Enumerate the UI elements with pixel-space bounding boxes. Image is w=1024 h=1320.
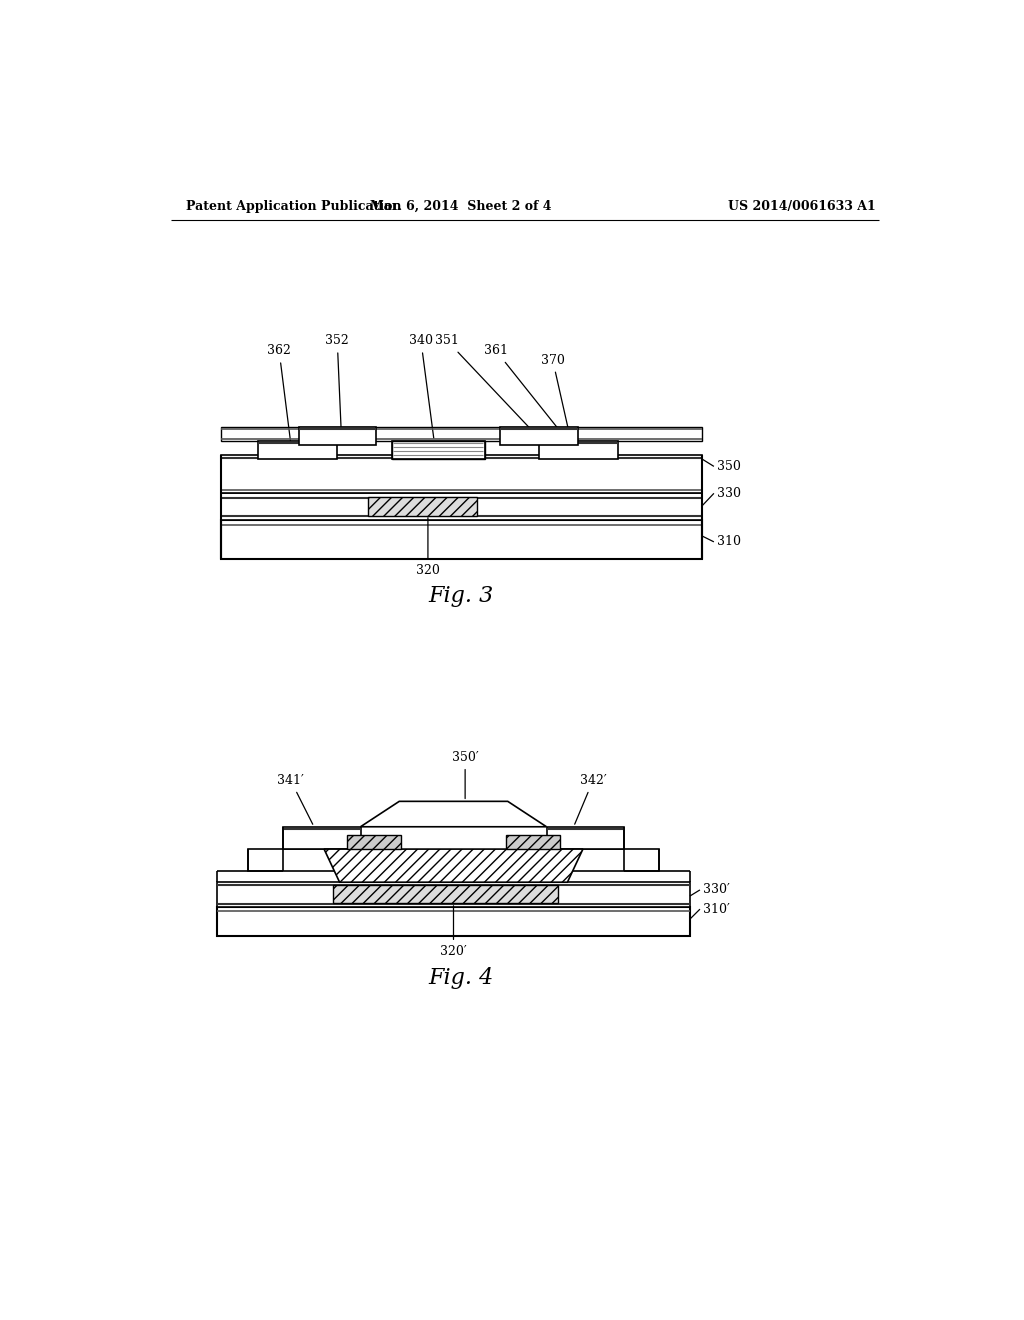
Polygon shape <box>334 886 558 903</box>
Bar <box>500 428 578 445</box>
Polygon shape <box>248 849 376 871</box>
Text: 361: 361 <box>484 345 568 441</box>
Bar <box>221 494 701 520</box>
Bar <box>221 520 701 558</box>
Text: 350: 350 <box>717 459 741 473</box>
Text: 330: 330 <box>717 487 741 500</box>
Text: 340: 340 <box>409 334 434 438</box>
Polygon shape <box>531 849 658 871</box>
Bar <box>258 441 337 459</box>
Text: 330′: 330′ <box>703 883 730 896</box>
Polygon shape <box>346 836 400 849</box>
Text: 370: 370 <box>541 354 569 433</box>
Text: US 2014/0061633 A1: US 2014/0061633 A1 <box>728 199 877 213</box>
Text: Patent Application Publication: Patent Application Publication <box>186 199 401 213</box>
Text: 350′: 350′ <box>452 751 478 799</box>
Polygon shape <box>547 826 624 849</box>
Polygon shape <box>324 849 583 882</box>
Bar <box>539 441 617 459</box>
Bar <box>369 498 477 516</box>
Text: 352: 352 <box>326 334 349 426</box>
Bar <box>221 428 701 441</box>
Bar <box>221 455 701 494</box>
Text: 351: 351 <box>435 334 529 428</box>
Polygon shape <box>360 801 547 826</box>
Bar <box>299 428 376 445</box>
Text: 362: 362 <box>267 345 291 441</box>
Text: 310′: 310′ <box>703 903 730 916</box>
Text: Fig. 3: Fig. 3 <box>429 585 494 607</box>
Bar <box>391 441 484 459</box>
Polygon shape <box>506 836 560 849</box>
Text: 320′: 320′ <box>440 906 467 958</box>
Text: Fig. 4: Fig. 4 <box>429 968 494 990</box>
Text: 341′: 341′ <box>278 774 312 824</box>
Polygon shape <box>283 826 360 849</box>
Bar <box>391 441 484 459</box>
Bar <box>217 907 690 936</box>
Text: 310: 310 <box>717 536 741 548</box>
Text: Mar. 6, 2014  Sheet 2 of 4: Mar. 6, 2014 Sheet 2 of 4 <box>371 199 552 213</box>
Text: 320: 320 <box>416 517 440 577</box>
Bar <box>217 882 690 907</box>
Text: 342′: 342′ <box>574 774 606 824</box>
